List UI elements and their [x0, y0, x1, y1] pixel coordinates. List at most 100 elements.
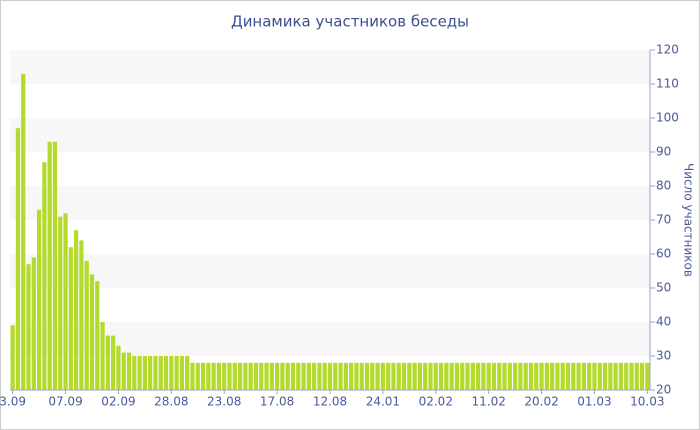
bar — [608, 362, 613, 390]
bar — [84, 260, 89, 390]
bar — [375, 362, 380, 390]
bar — [380, 362, 386, 390]
bar — [587, 362, 592, 390]
bar — [211, 362, 216, 390]
bar — [116, 345, 121, 390]
bar — [248, 362, 253, 390]
bar — [343, 362, 348, 390]
bar — [274, 362, 280, 390]
bar — [185, 356, 190, 390]
grid-band — [10, 254, 650, 288]
y-tick-label: 20 — [656, 383, 671, 397]
bar — [539, 362, 544, 390]
bar — [285, 362, 290, 390]
bar — [253, 362, 259, 390]
y-tick-label: 90 — [656, 145, 671, 159]
bar — [21, 73, 26, 391]
x-tick-label: 24.01 — [366, 395, 400, 409]
bar — [417, 362, 423, 390]
y-tick-label: 40 — [656, 315, 671, 329]
bar — [560, 362, 565, 390]
bar — [190, 362, 195, 390]
bar — [481, 362, 486, 390]
chart-title: Динамика участников беседы — [231, 13, 469, 31]
y-tick-label: 50 — [656, 281, 671, 295]
bar — [105, 335, 110, 390]
bar — [216, 362, 222, 390]
bar — [280, 362, 285, 390]
x-tick-label: 23.08 — [207, 395, 241, 409]
bar — [438, 362, 444, 390]
x-tick-label: 02.02 — [419, 395, 453, 409]
x-tick-label: 28.08 — [154, 395, 188, 409]
bar — [89, 274, 95, 390]
bar — [354, 362, 359, 390]
bar — [412, 362, 417, 390]
bar — [312, 362, 317, 390]
bar — [15, 128, 21, 390]
bar — [206, 362, 211, 390]
bar — [169, 356, 174, 390]
bar — [26, 264, 31, 390]
bar — [513, 362, 518, 390]
x-tick-label: 17.08 — [260, 395, 294, 409]
x-tick-label: 12.08 — [313, 395, 347, 409]
bar — [581, 362, 586, 390]
bar — [243, 362, 248, 390]
bar — [544, 362, 549, 390]
y-tick-label: 30 — [656, 349, 671, 363]
bar — [502, 362, 507, 390]
bar — [264, 362, 269, 390]
bar — [433, 362, 438, 390]
bar — [571, 362, 576, 390]
y-tick-label: 110 — [656, 77, 679, 91]
bar — [391, 362, 396, 390]
bar — [153, 356, 158, 390]
x-tick-label: 07.09 — [48, 395, 82, 409]
bar — [79, 240, 84, 390]
bar — [95, 281, 100, 390]
bar — [232, 362, 237, 390]
bar — [597, 362, 602, 390]
bar — [74, 230, 79, 390]
bar — [338, 362, 343, 390]
bar — [269, 362, 274, 390]
bar — [629, 362, 634, 390]
bar — [327, 362, 333, 390]
bar — [454, 362, 460, 390]
bar — [47, 141, 52, 390]
bar — [401, 362, 407, 390]
grid-band — [10, 50, 650, 84]
bar — [550, 362, 555, 390]
x-tick-label: 02.09 — [101, 395, 135, 409]
bar — [306, 362, 311, 390]
x-tick-label: 3.09 — [0, 395, 26, 409]
bar — [163, 356, 169, 390]
bar — [58, 216, 63, 390]
bar — [121, 352, 126, 390]
bar — [602, 362, 608, 390]
bar — [523, 362, 528, 390]
y-tick-label: 100 — [656, 111, 679, 125]
bar — [237, 362, 243, 390]
bar — [428, 362, 433, 390]
bar — [613, 362, 618, 390]
bar — [386, 362, 391, 390]
bar — [645, 362, 650, 390]
bar — [36, 209, 42, 390]
bar — [497, 362, 502, 390]
bar — [565, 362, 571, 390]
bar — [555, 362, 560, 390]
y-tick-label: 70 — [656, 213, 671, 227]
bar — [111, 335, 116, 390]
grid-band — [10, 118, 650, 152]
bar — [507, 362, 512, 390]
bar — [200, 362, 206, 390]
bar — [370, 362, 375, 390]
bar — [31, 257, 36, 390]
y-tick-label: 60 — [656, 247, 671, 261]
bar — [10, 325, 15, 390]
grid-band — [10, 186, 650, 220]
bar — [407, 362, 412, 390]
